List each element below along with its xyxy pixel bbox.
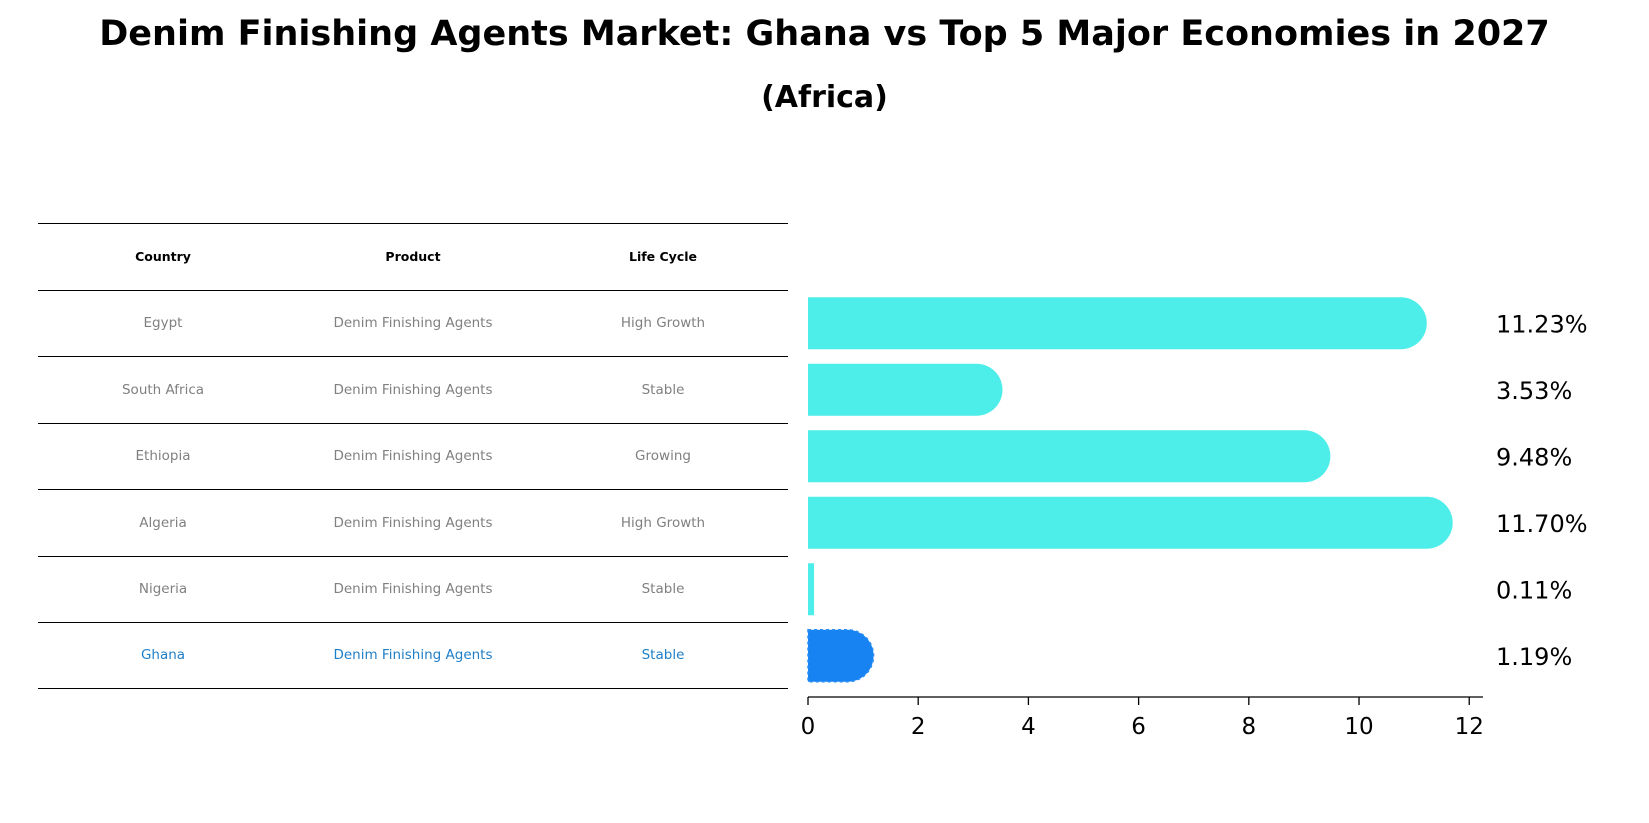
value-label: 9.48% [1496, 443, 1572, 471]
bar-south-africa [808, 363, 1003, 416]
table-cell-life-cycle: Stable [641, 381, 685, 398]
x-tick-label: 10 [1344, 714, 1373, 740]
bar-ghana [807, 629, 875, 683]
table-row-highlighted: Ghana Denim Finishing Agents Stable [38, 622, 788, 689]
table-row: Algeria Denim Finishing Agents High Grow… [38, 489, 788, 556]
bar-egypt [808, 297, 1427, 350]
table-cell-country: Ghana [140, 647, 186, 664]
x-tick-label: 2 [911, 714, 926, 740]
value-label: 0.11% [1496, 576, 1572, 604]
chart-subtitle: (Africa) [761, 80, 888, 115]
bar-nigeria [808, 563, 815, 616]
value-label: 11.23% [1496, 310, 1588, 338]
table-cell-country: Nigeria [138, 581, 188, 598]
column-header-life-cycle: Life Cycle [628, 249, 697, 265]
value-label: 11.70% [1496, 510, 1588, 538]
table-header-row: Country Product Life Cycle [38, 223, 788, 290]
column-header-country: Country [135, 249, 191, 265]
bar-algeria [808, 496, 1453, 549]
table-cell-product: Denim Finishing Agents [333, 315, 493, 332]
x-tick-label: 4 [1021, 714, 1036, 740]
table-cell-life-cycle: Stable [641, 581, 685, 598]
data-table: Country Product Life Cycle Egypt Denim F… [38, 223, 788, 689]
table-row: Nigeria Denim Finishing Agents Stable [38, 555, 788, 623]
table-cell-country: Egypt [143, 315, 183, 332]
table-cell-product: Denim Finishing Agents [333, 647, 493, 664]
table-cell-product: Denim Finishing Agents [333, 448, 493, 465]
table-cell-life-cycle: Growing [635, 448, 691, 465]
x-tick-label: 6 [1131, 714, 1146, 740]
x-tick-label: 12 [1455, 714, 1484, 740]
table-cell-country: Algeria [139, 514, 187, 531]
value-label: 3.53% [1496, 377, 1572, 405]
table-cell-life-cycle: Stable [641, 647, 685, 664]
table-cell-product: Denim Finishing Agents [333, 514, 493, 531]
x-tick-label: 0 [801, 714, 816, 740]
value-label: 1.19% [1496, 643, 1572, 671]
bar-ethiopia [808, 430, 1331, 483]
chart-title: Denim Finishing Agents Market: Ghana vs … [99, 14, 1550, 54]
table-row: Ethiopia Denim Finishing Agents Growing [38, 422, 788, 490]
column-header-product: Product [385, 249, 441, 265]
table-cell-life-cycle: High Growth [620, 315, 706, 332]
table-cell-country: Ethiopia [135, 448, 191, 465]
table-cell-product: Denim Finishing Agents [333, 381, 493, 398]
table-cell-product: Denim Finishing Agents [333, 581, 493, 598]
table-cell-life-cycle: High Growth [620, 514, 706, 531]
x-tick-label: 8 [1241, 714, 1256, 740]
table-row: South Africa Denim Finishing Agents Stab… [38, 356, 788, 423]
table-cell-country: South Africa [121, 381, 205, 398]
table-row: Egypt Denim Finishing Agents High Growth [38, 289, 788, 357]
